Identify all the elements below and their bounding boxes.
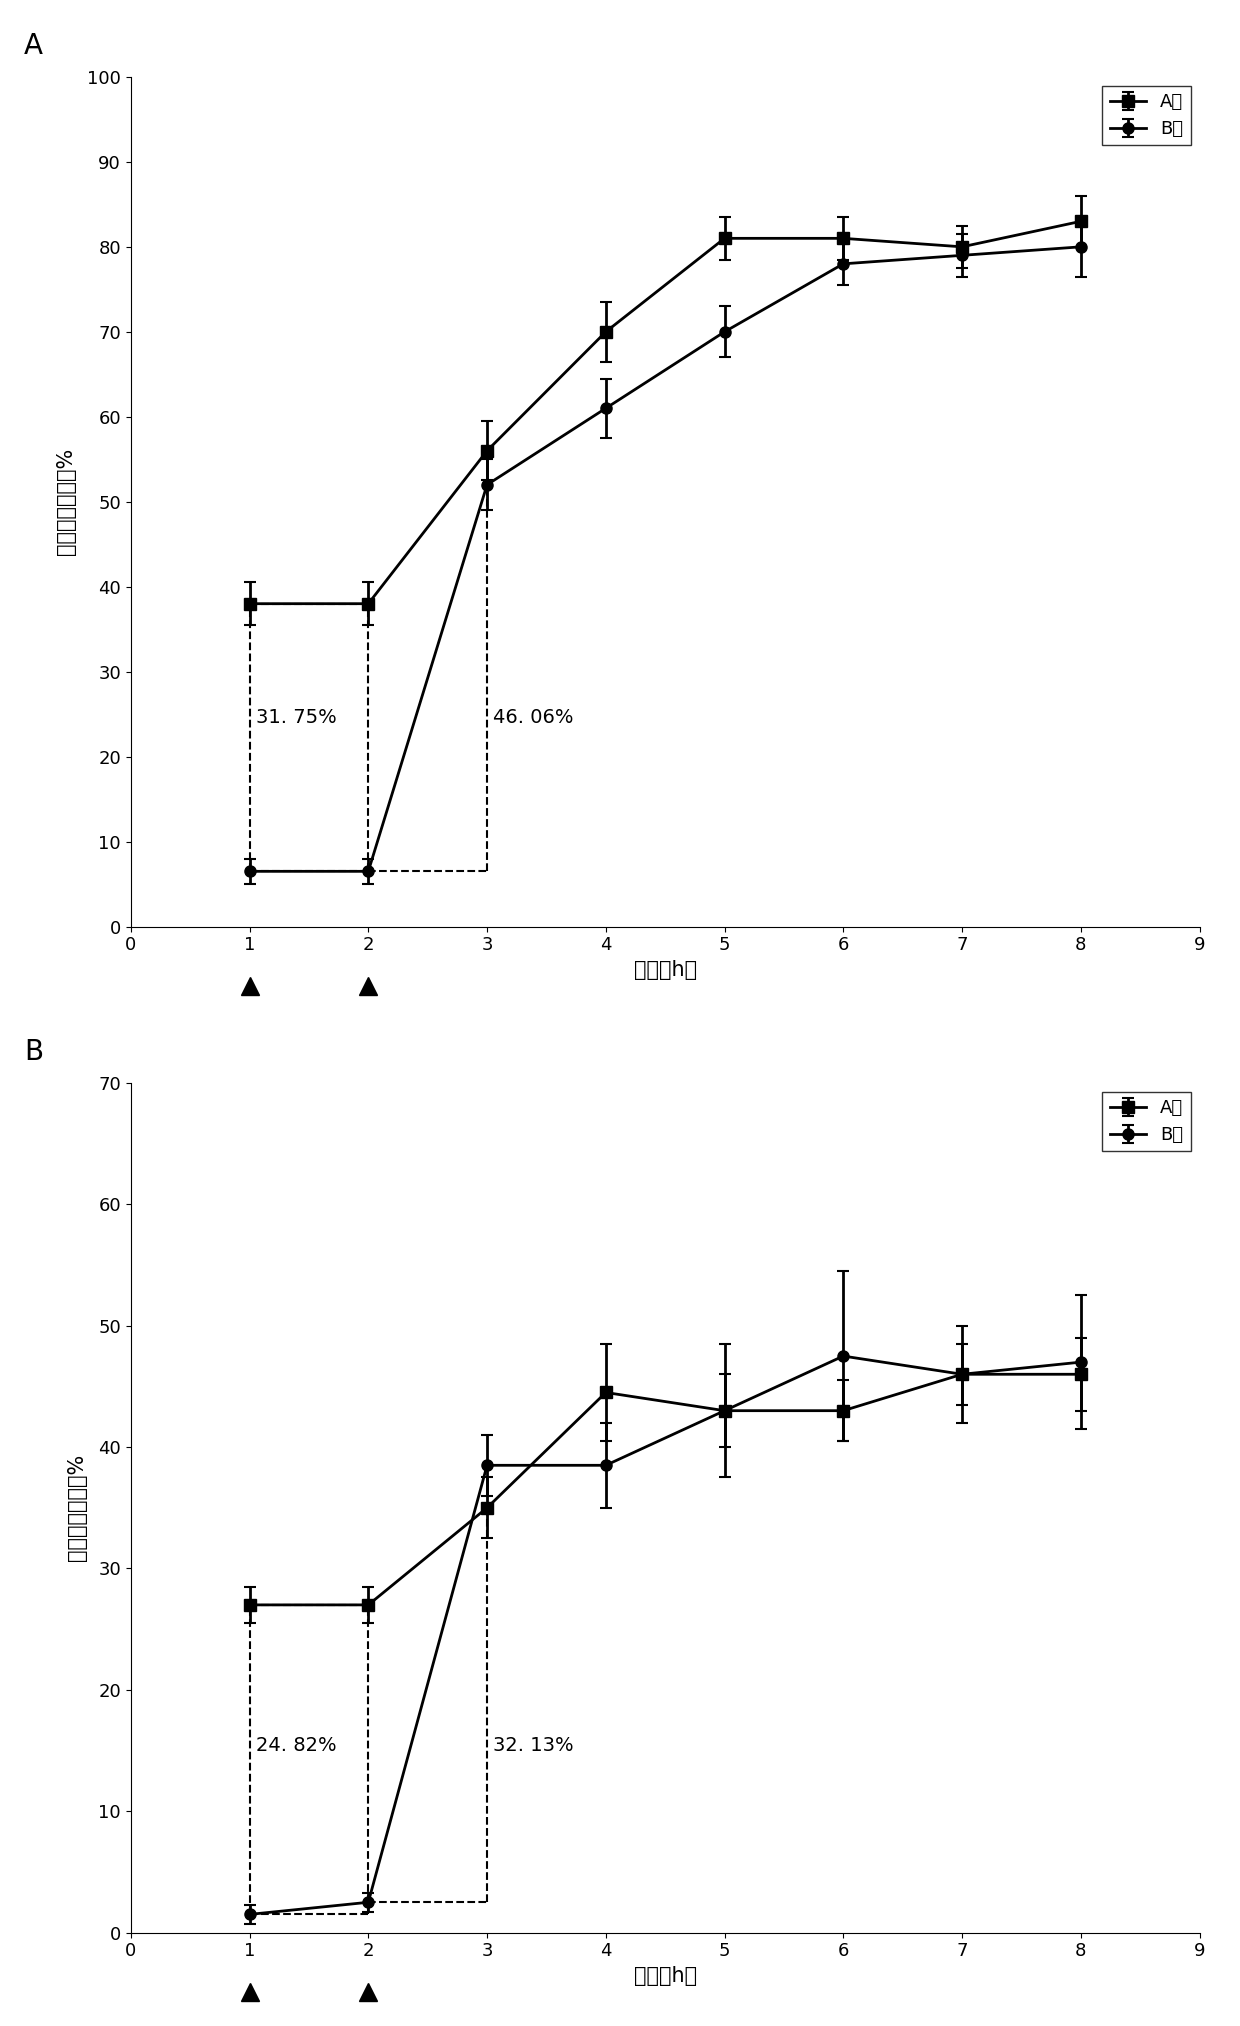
Legend: A组, B组: A组, B组	[1102, 85, 1190, 146]
Text: A: A	[24, 32, 43, 61]
X-axis label: 时间（h）: 时间（h）	[634, 960, 697, 981]
Y-axis label: 累积释药百分比%: 累积释药百分比%	[56, 448, 76, 555]
Y-axis label: 累积释药百分比%: 累积释药百分比%	[67, 1455, 87, 1562]
Text: 32. 13%: 32. 13%	[494, 1736, 574, 1755]
Text: B: B	[24, 1037, 43, 1066]
Legend: A组, B组: A组, B组	[1102, 1092, 1190, 1151]
Text: 24. 82%: 24. 82%	[255, 1736, 336, 1755]
Text: 31. 75%: 31. 75%	[255, 707, 336, 727]
X-axis label: 时间（h）: 时间（h）	[634, 1965, 697, 1985]
Text: 46. 06%: 46. 06%	[494, 707, 573, 727]
